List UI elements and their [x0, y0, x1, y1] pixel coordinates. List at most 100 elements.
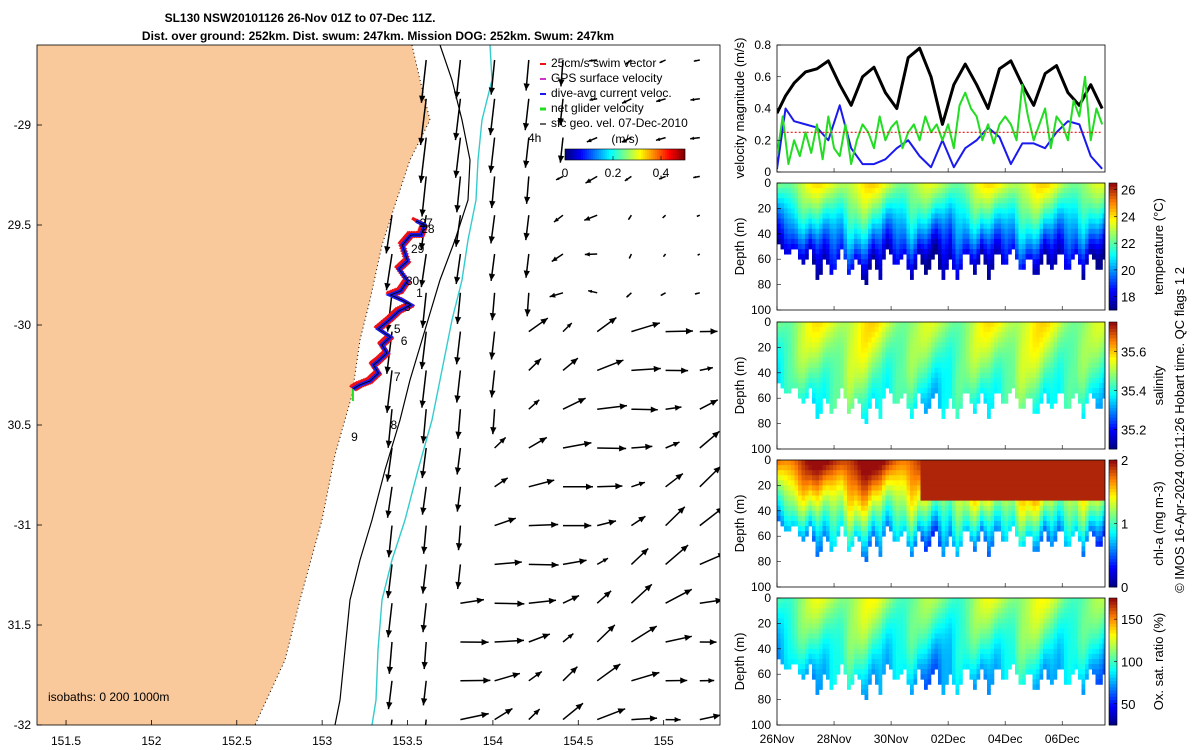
- section-cell: [885, 332, 890, 338]
- section-cell: [1067, 500, 1072, 507]
- section-cell: [969, 337, 974, 343]
- section-cell: [906, 510, 911, 517]
- section-cell: [980, 198, 984, 204]
- section-cell: [892, 342, 897, 348]
- section-cell: [903, 377, 907, 384]
- section-cell: [994, 475, 998, 481]
- section-cell: [1036, 382, 1040, 389]
- section-cell: [885, 495, 890, 502]
- section-cell: [780, 203, 785, 209]
- section-cell: [1039, 505, 1044, 512]
- section-cell: [906, 208, 911, 214]
- section-cell: [878, 188, 883, 194]
- section-cell: [1095, 264, 1100, 270]
- section-cell: [1046, 218, 1051, 225]
- speed-colorbar-cell: [579, 149, 582, 160]
- section-cell: [889, 372, 893, 379]
- section-cell: [1078, 203, 1082, 209]
- section-cell: [1025, 480, 1030, 486]
- section-cell: [1074, 465, 1079, 471]
- section-cell: [920, 362, 925, 369]
- section-cell: [1001, 475, 1005, 481]
- velocity-arrow: [699, 366, 714, 372]
- section-cell: [808, 337, 813, 343]
- section-cell: [878, 327, 883, 333]
- section-cell: [987, 352, 991, 358]
- section-cell: [896, 480, 900, 486]
- section-cell: [878, 243, 883, 250]
- section-cell: [896, 531, 900, 537]
- section-cell: [1032, 183, 1037, 189]
- section-cell: [973, 269, 977, 275]
- section-cell: [871, 480, 876, 486]
- section-cell: [854, 465, 858, 471]
- section-cell: [878, 470, 883, 476]
- section-cell: [857, 367, 862, 374]
- section-cell: [1029, 372, 1033, 379]
- section-colorbar-cell: [1109, 275, 1117, 279]
- section-cell: [966, 465, 970, 471]
- velocity-arrow: [385, 409, 393, 448]
- section-cell: [833, 398, 837, 404]
- section-cell: [864, 367, 869, 374]
- section-cell: [1022, 347, 1026, 353]
- section-cell: [1099, 183, 1103, 189]
- section-cell: [1067, 465, 1072, 471]
- section-cell: [1092, 254, 1096, 260]
- section-cell: [913, 228, 918, 235]
- section-cell: [976, 515, 981, 522]
- section-cell: [983, 475, 988, 481]
- section-cell: [1001, 372, 1005, 379]
- section-cell: [868, 347, 872, 353]
- section-cell: [1046, 490, 1051, 496]
- section-cell: [1064, 233, 1068, 240]
- section-cell: [924, 500, 928, 507]
- section-cell: [784, 520, 788, 527]
- section-cell: [980, 382, 984, 389]
- section-cell: [885, 208, 890, 214]
- section-cell: [892, 213, 897, 219]
- speed-colorbar-cell: [671, 149, 674, 160]
- section-cell: [931, 249, 935, 255]
- section-cell: [990, 223, 995, 230]
- section-cell: [822, 377, 827, 384]
- section-cell: [1074, 337, 1079, 343]
- section-cell: [822, 327, 827, 333]
- section-cell: [1036, 485, 1040, 491]
- velocity-arrow: [386, 680, 393, 710]
- section-cell: [1095, 357, 1100, 364]
- section-cell: [1085, 382, 1089, 389]
- section-cell: [938, 398, 942, 404]
- section-cell: [983, 393, 988, 399]
- section-cell: [938, 218, 942, 225]
- section-cell: [794, 337, 799, 343]
- section-cell: [868, 254, 872, 260]
- section-cell: [868, 372, 872, 379]
- speed-colorbar: (m/s) 0 0.2 0.4: [562, 132, 686, 180]
- section-cell: [973, 372, 977, 379]
- section-cell: [857, 393, 862, 399]
- section-cell: [1053, 337, 1058, 343]
- section-cell: [829, 465, 834, 471]
- section-cell: [906, 223, 911, 230]
- section-cell: [934, 198, 939, 204]
- section-cell: [931, 213, 935, 219]
- section-cell: [1022, 203, 1026, 209]
- section-cell: [1018, 357, 1023, 364]
- section-cell: [794, 203, 799, 209]
- section-cell: [948, 382, 953, 389]
- section-cell: [983, 531, 988, 537]
- section-cell: [885, 233, 890, 240]
- section-cell: [836, 470, 841, 476]
- section-cell: [913, 352, 918, 358]
- section-cell: [910, 243, 914, 250]
- section-cell: [798, 218, 802, 225]
- section-cell: [1060, 203, 1065, 209]
- section-cell: [882, 520, 886, 527]
- section-cell: [1085, 490, 1089, 496]
- section-cell: [1004, 362, 1009, 369]
- section-cell: [808, 367, 813, 374]
- section-cell: [920, 505, 925, 512]
- section-cell: [812, 352, 816, 358]
- section-cell: [1029, 505, 1033, 512]
